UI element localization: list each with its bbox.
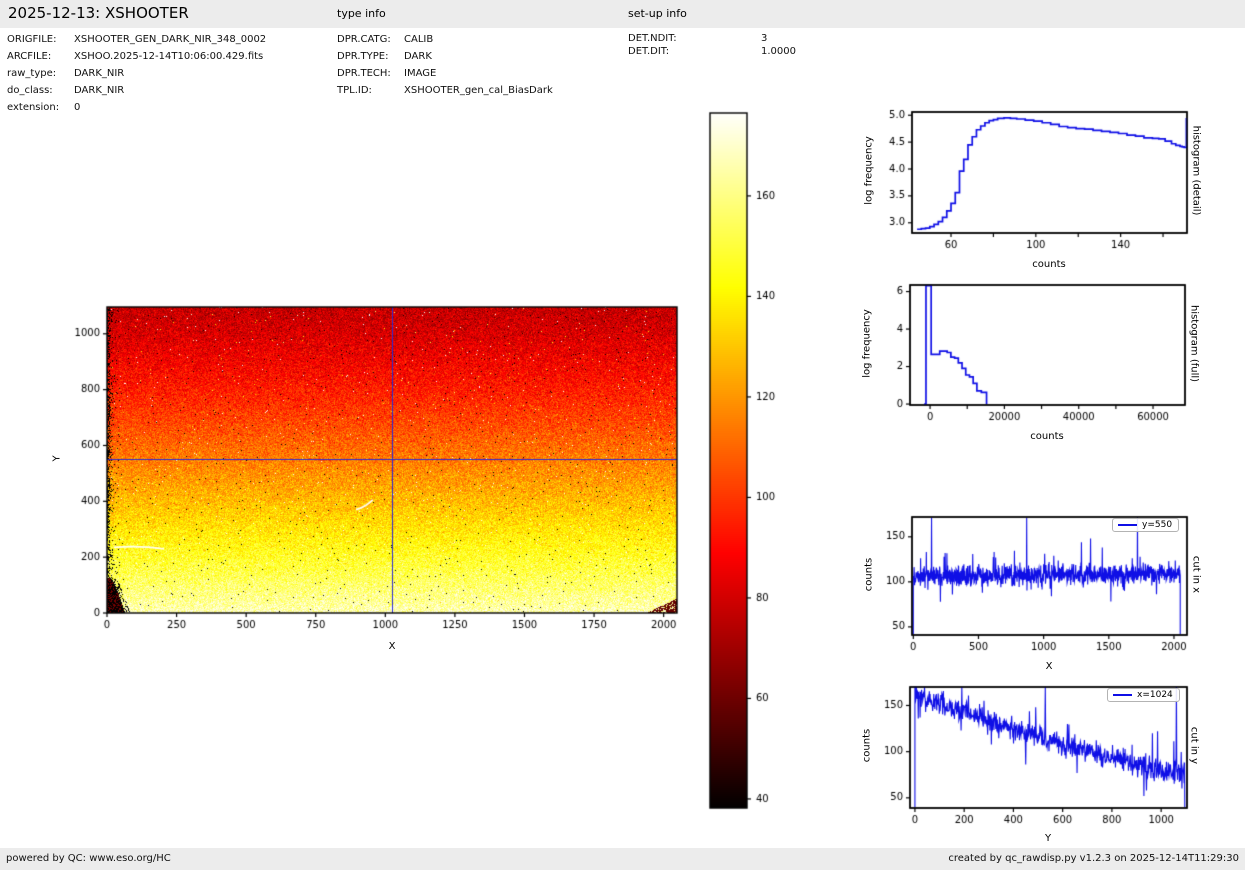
info-value: CALIB	[404, 34, 433, 45]
cut-x-yaxis-label: counts	[864, 515, 875, 635]
info-label: ARCFILE:	[7, 51, 74, 62]
legend-label: y=550	[1142, 520, 1172, 530]
info-label: DPR.TYPE:	[337, 51, 404, 62]
hist-detail-side-label: histogram (detail)	[1191, 111, 1202, 231]
hist-full-side-label: histogram (full)	[1189, 284, 1200, 404]
info-value: DARK_NIR	[74, 85, 124, 96]
setup-info-heading: set-up info	[628, 7, 687, 20]
info-value: XSHOOTER_GEN_DARK_NIR_348_0002	[74, 34, 266, 45]
footer-created-by: created by qc_rawdisp.py v1.2.3 on 2025-…	[948, 848, 1239, 870]
info-row-dprtype: DPR.TYPE:DARK	[337, 51, 432, 62]
info-label: DET.DIT:	[628, 46, 761, 57]
hist-detail-xaxis-label: counts	[1009, 259, 1089, 270]
legend-line-swatch	[1113, 694, 1132, 696]
info-row-rawtype: raw_type:DARK_NIR	[7, 68, 124, 79]
info-row-detdit: DET.DIT:1.0000	[628, 46, 796, 57]
colorbar	[695, 105, 810, 820]
main-yaxis-label: Y	[52, 439, 63, 479]
info-label: DET.NDIT:	[628, 33, 761, 44]
footer-powered-by: powered by QC: www.eso.org/HC	[6, 848, 171, 870]
info-value: XSHOO.2025-12-14T10:06:00.429.fits	[74, 51, 263, 62]
cut-x-side-label: cut in x	[1191, 515, 1202, 635]
cut-x-xaxis-label: X	[1009, 661, 1089, 672]
type-info-heading: type info	[337, 7, 386, 20]
hist-full-xaxis-label: counts	[1007, 431, 1087, 442]
info-label: raw_type:	[7, 68, 74, 79]
histogram-detail-plot	[860, 98, 1200, 253]
info-value: DARK	[404, 51, 432, 62]
cut-y-xaxis-label: Y	[1008, 833, 1088, 844]
cut-y-yaxis-label: counts	[862, 686, 873, 806]
info-value: 1.0000	[761, 46, 796, 57]
info-label: DPR.TECH:	[337, 68, 404, 79]
hist-detail-yaxis-label: log frequency	[864, 111, 875, 231]
info-row-extension: extension:0	[7, 102, 80, 113]
info-row-dprcatg: DPR.CATG:CALIB	[337, 34, 433, 45]
info-value: DARK_NIR	[74, 68, 124, 79]
hist-full-yaxis-label: log frequency	[862, 284, 873, 404]
info-row-arcfile: ARCFILE:XSHOO.2025-12-14T10:06:00.429.fi…	[7, 51, 263, 62]
info-row-tplid: TPL.ID:XSHOOTER_gen_cal_BiasDark	[337, 85, 553, 96]
info-label: DPR.CATG:	[337, 34, 404, 45]
cut-y-side-label: cut in y	[1189, 686, 1200, 806]
info-row-dprtech: DPR.TECH:IMAGE	[337, 68, 436, 79]
info-value: IMAGE	[404, 68, 436, 79]
cut-y-legend: x=1024	[1107, 688, 1180, 702]
info-row-detndit: DET.NDIT:3	[628, 33, 767, 44]
info-row-origfile: ORIGFILE:XSHOOTER_GEN_DARK_NIR_348_0002	[7, 34, 266, 45]
histogram-full-plot	[860, 270, 1200, 425]
cut-x-legend: y=550	[1112, 518, 1179, 532]
info-row-doclass: do_class:DARK_NIR	[7, 85, 124, 96]
footer-bar: powered by QC: www.eso.org/HC created by…	[0, 848, 1245, 870]
main-xaxis-label: X	[352, 641, 432, 652]
page-title: 2025-12-13: XSHOOTER	[8, 4, 189, 22]
info-value: XSHOOTER_gen_cal_BiasDark	[404, 85, 553, 96]
info-label: extension:	[7, 102, 74, 113]
header-bar: 2025-12-13: XSHOOTER type info set-up in…	[0, 0, 1245, 28]
detector-image-heatmap	[40, 288, 700, 668]
info-label: do_class:	[7, 85, 74, 96]
legend-label: x=1024	[1137, 690, 1173, 700]
info-label: ORIGFILE:	[7, 34, 74, 45]
info-value: 0	[74, 102, 80, 113]
legend-line-swatch	[1118, 524, 1137, 526]
info-value: 3	[761, 33, 767, 44]
info-label: TPL.ID:	[337, 85, 404, 96]
